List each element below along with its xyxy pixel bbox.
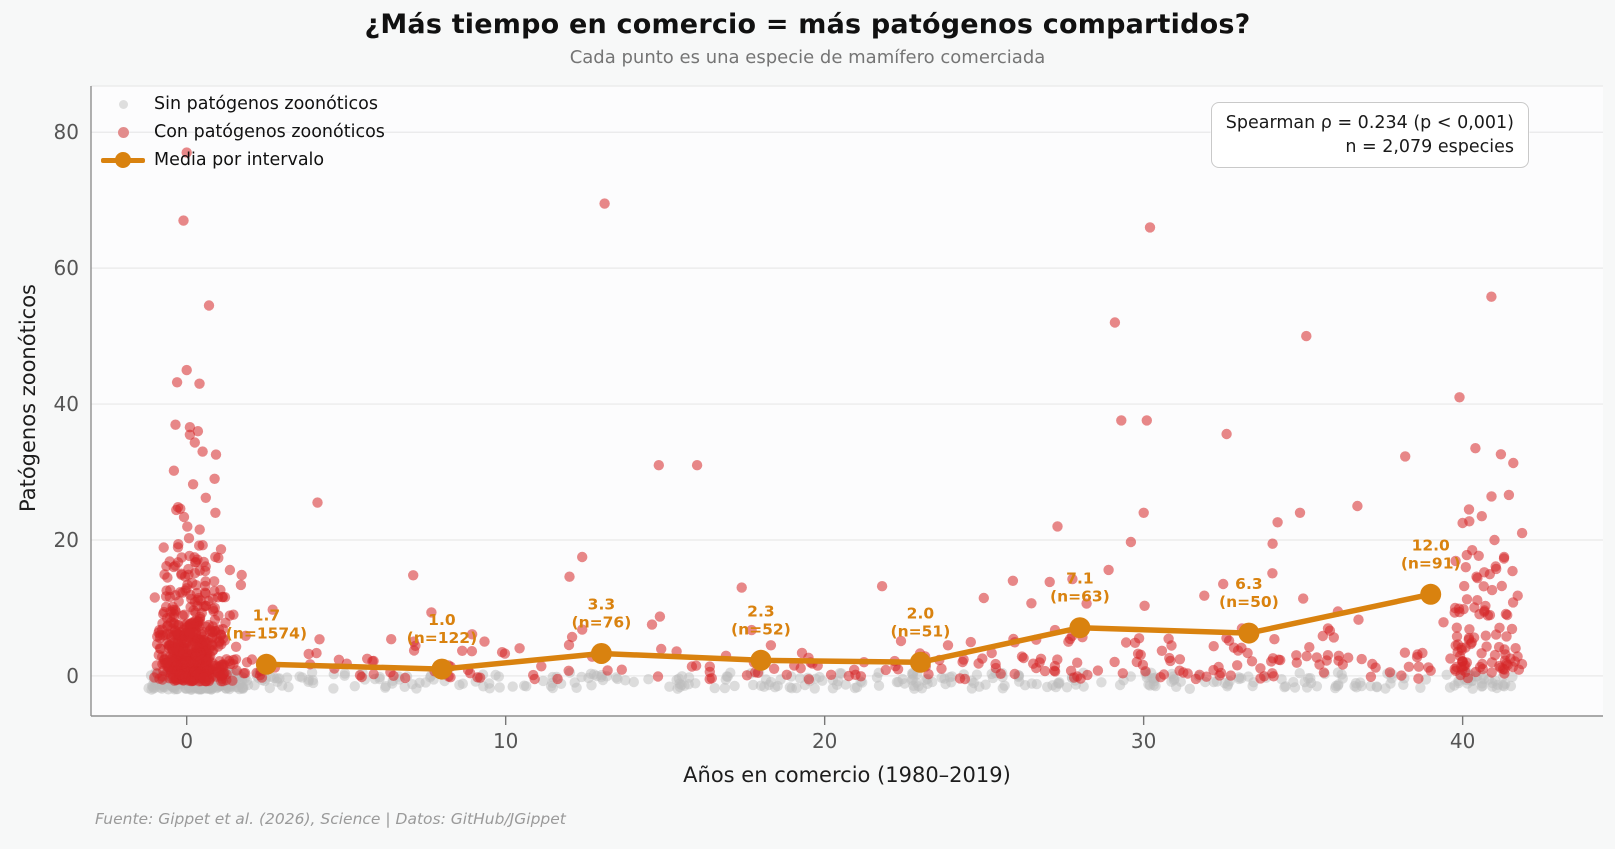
stats-box: Spearman ρ = 0.234 (p < 0,001) n = 2,079… (1210, 102, 1529, 168)
stats-line-spearman: Spearman ρ = 0.234 (p < 0,001) (1225, 113, 1514, 133)
svg-text:(n=63): (n=63) (1050, 588, 1110, 606)
svg-text:7.1: 7.1 (1066, 570, 1093, 588)
svg-text:(n=50): (n=50) (1219, 593, 1279, 611)
orange-line-dot-icon (100, 152, 146, 168)
legend-item-con-patogenos: Con patógenos zoonóticos (100, 118, 385, 146)
y-axis-label: Patógenos zoonóticos (16, 284, 40, 512)
x-axis-label: Años en comercio (1980–2019) (683, 763, 1011, 787)
stats-line-n: n = 2,079 especies (1345, 137, 1514, 157)
gray-dot-icon (100, 99, 146, 109)
svg-text:60: 60 (54, 256, 79, 280)
svg-text:20: 20 (812, 729, 837, 753)
svg-text:(n=122): (n=122) (407, 629, 478, 647)
svg-text:6.3: 6.3 (1235, 575, 1262, 593)
svg-text:(n=51): (n=51) (891, 622, 951, 640)
svg-text:20: 20 (54, 528, 79, 552)
svg-text:0: 0 (66, 664, 79, 688)
svg-text:2.0: 2.0 (907, 604, 935, 622)
legend-item-media-intervalo: Media por intervalo (100, 146, 385, 174)
legend-label: Media por intervalo (154, 150, 325, 170)
svg-text:1.7: 1.7 (253, 606, 280, 624)
svg-text:40: 40 (1450, 729, 1475, 753)
svg-text:3.3: 3.3 (588, 596, 615, 614)
svg-text:30: 30 (1131, 729, 1156, 753)
svg-text:1.0: 1.0 (428, 611, 456, 629)
red-dot-icon (100, 126, 146, 138)
svg-text:40: 40 (54, 392, 79, 416)
legend: Sin patógenos zoonóticos Con patógenos z… (100, 90, 385, 174)
svg-text:(n=76): (n=76) (572, 614, 632, 632)
svg-text:(n=1574): (n=1574) (226, 624, 307, 642)
page-subtitle: Cada punto es una especie de mamífero co… (569, 47, 1046, 68)
svg-text:(n=91): (n=91) (1401, 554, 1461, 572)
legend-item-sin-patogenos: Sin patógenos zoonóticos (100, 90, 385, 118)
svg-text:80: 80 (54, 120, 79, 144)
legend-label: Con patógenos zoonóticos (154, 122, 385, 142)
svg-text:10: 10 (493, 729, 518, 753)
svg-text:0: 0 (180, 729, 193, 753)
svg-text:12.0: 12.0 (1412, 536, 1450, 554)
footer-source: Fuente: Gippet et al. (2026), Science | … (95, 810, 566, 828)
svg-text:2.3: 2.3 (747, 602, 774, 620)
page-title: ¿Más tiempo en comercio = más patógenos … (364, 9, 1251, 40)
svg-text:(n=52): (n=52) (731, 620, 791, 638)
legend-label: Sin patógenos zoonóticos (154, 94, 378, 114)
